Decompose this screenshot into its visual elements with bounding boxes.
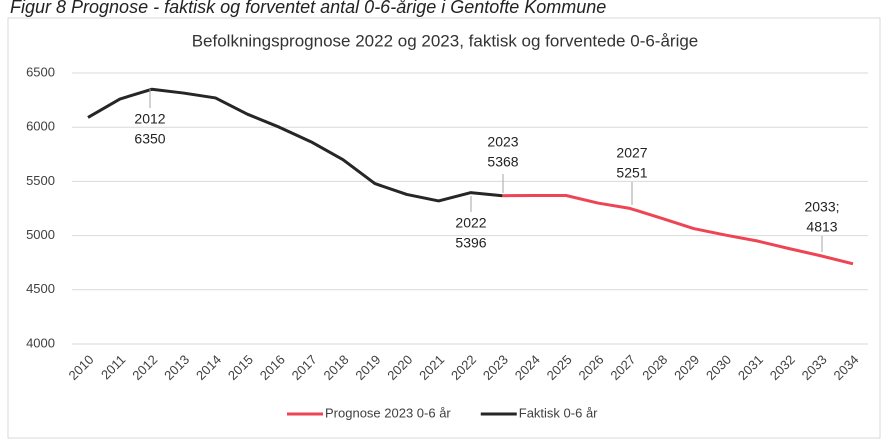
y-tick-label: 5000: [26, 227, 55, 242]
annotation-label: 5251: [616, 165, 647, 181]
legend-label: Prognose 2023 0-6 år: [325, 405, 451, 420]
legend-label: Faktisk 0-6 år: [519, 405, 598, 420]
annotation-label: 5396: [455, 235, 486, 251]
annotation-label: 6350: [134, 131, 165, 147]
series-line: [502, 193, 854, 266]
figure-caption: Figur 8 Prognose - faktisk og forventet …: [10, 0, 606, 17]
annotation-label: 5368: [487, 154, 518, 170]
chart-title: Befolkningsprognose 2022 og 2023, faktis…: [192, 31, 699, 50]
annotation-label: 2012: [134, 111, 165, 127]
y-tick-label: 5500: [26, 173, 55, 188]
annotation-label: 2023: [487, 134, 518, 150]
series-line: [87, 87, 503, 203]
annotation-label: 2033;: [804, 199, 839, 215]
y-tick-label: 6000: [26, 119, 55, 134]
annotation-label: 2027: [616, 145, 647, 161]
y-tick-label: 6500: [26, 64, 55, 79]
y-tick-label: 4500: [26, 281, 55, 296]
y-tick-label: 4000: [26, 335, 55, 350]
annotation-label: 2022: [455, 215, 486, 231]
annotation-label: 4813: [806, 219, 837, 235]
